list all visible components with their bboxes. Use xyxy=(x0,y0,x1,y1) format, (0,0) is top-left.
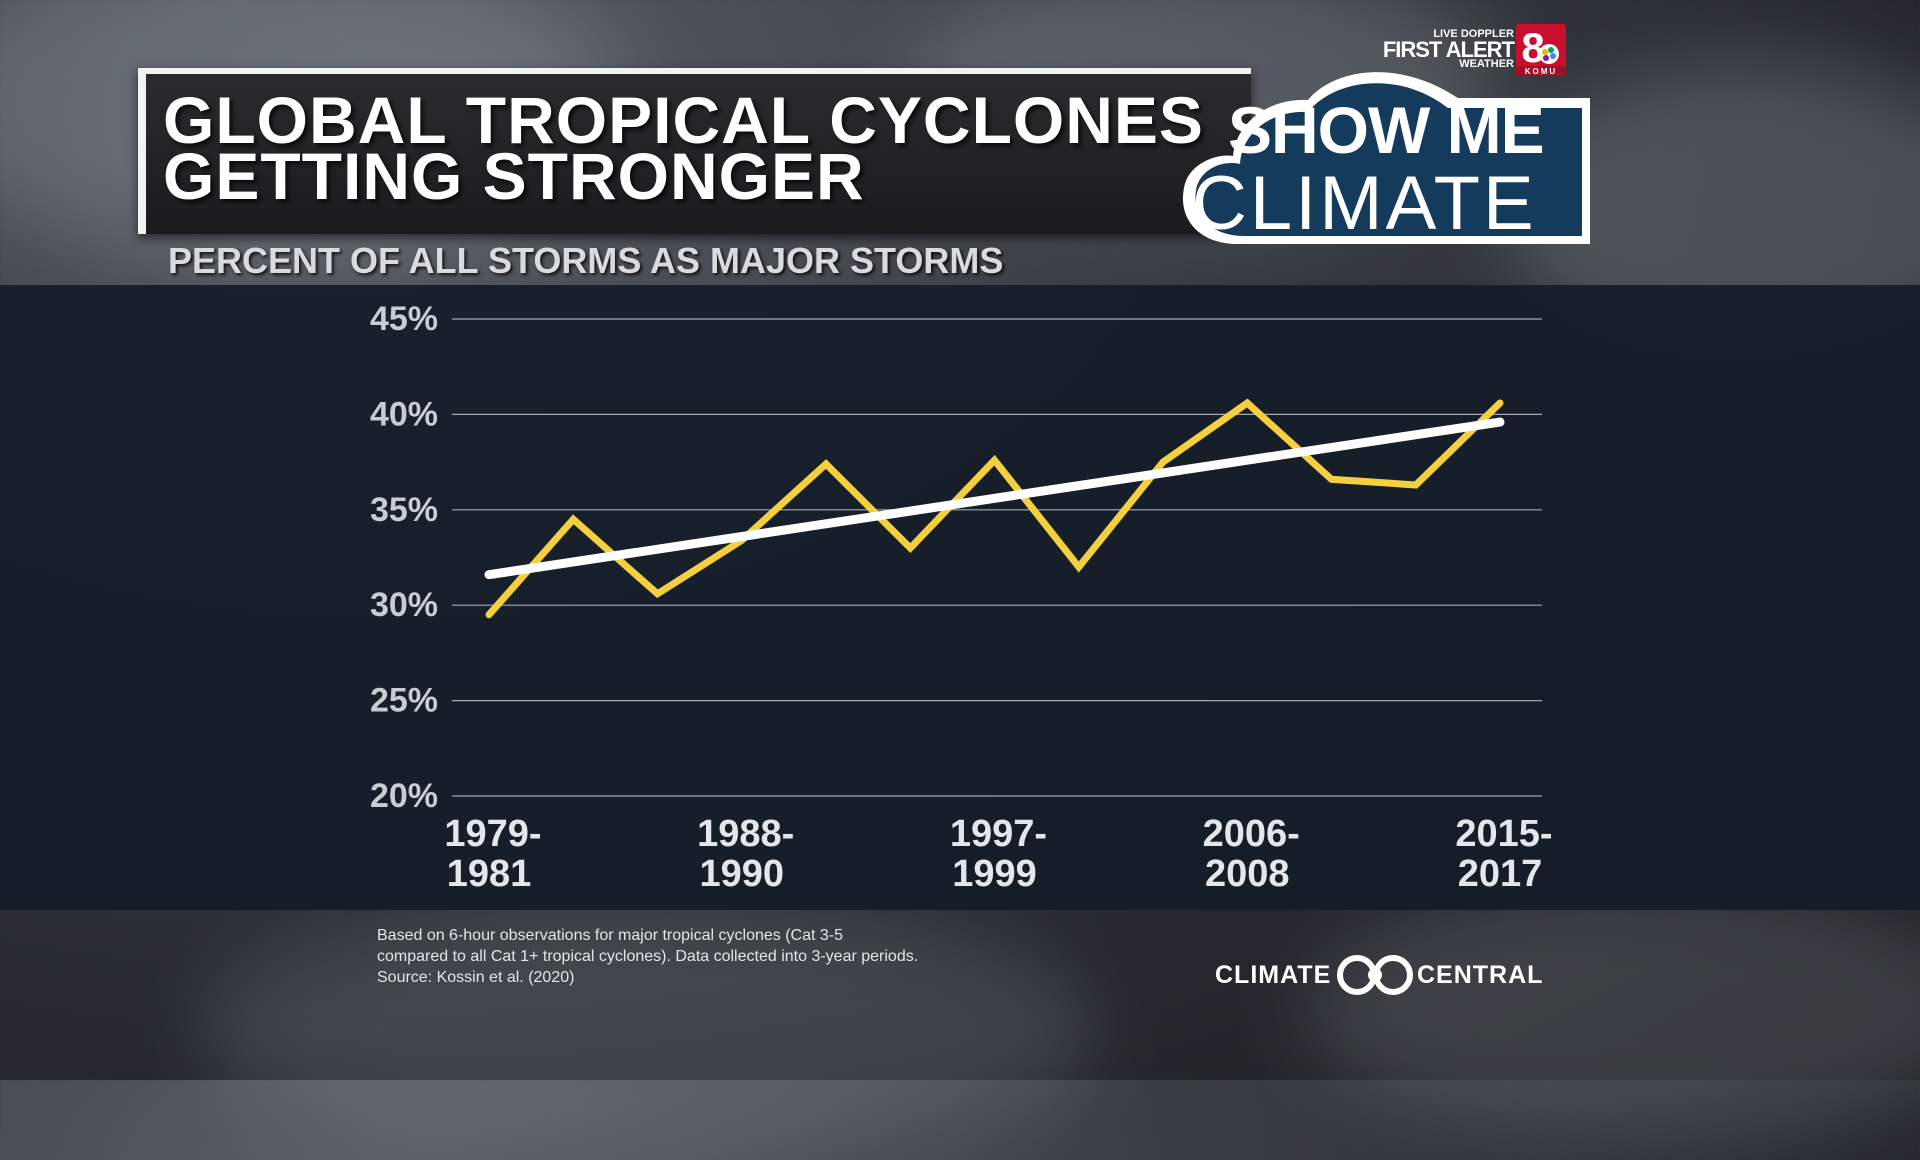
climate-central-icon xyxy=(1337,955,1413,995)
footnote-line-2: compared to all Cat 1+ tropical cyclones… xyxy=(377,946,1017,967)
show-me-text: SHOW ME xyxy=(1228,92,1544,168)
chart-title: GLOBAL TROPICAL CYCLONES GETTING STRONGE… xyxy=(163,92,1204,204)
climate-text: CLIMATE xyxy=(1192,160,1537,247)
footnote-source: Source: Kossin et al. (2020) xyxy=(377,967,1017,988)
station-text: KOMU xyxy=(1525,67,1557,76)
komu-8-icon: 8 KOMU xyxy=(1516,24,1566,76)
channel-number: 8 xyxy=(1521,24,1544,71)
cc-left-text: CLIMATE xyxy=(1215,955,1331,995)
weather-text: WEATHER xyxy=(1459,58,1514,70)
cc-right-text: CENTRAL xyxy=(1417,955,1543,995)
first-alert-logo: LIVE DOPPLER FIRST ALERT WEATHER 8 KOMU xyxy=(1378,24,1566,76)
footnote-line-1: Based on 6-hour observations for major t… xyxy=(377,925,1017,946)
chart-panel xyxy=(0,285,1920,910)
climate-central-logo: CLIMATE CENTRAL xyxy=(1215,955,1545,995)
footnote: Based on 6-hour observations for major t… xyxy=(377,925,1017,988)
chart-subtitle: PERCENT OF ALL STORMS AS MAJOR STORMS xyxy=(168,240,1003,282)
